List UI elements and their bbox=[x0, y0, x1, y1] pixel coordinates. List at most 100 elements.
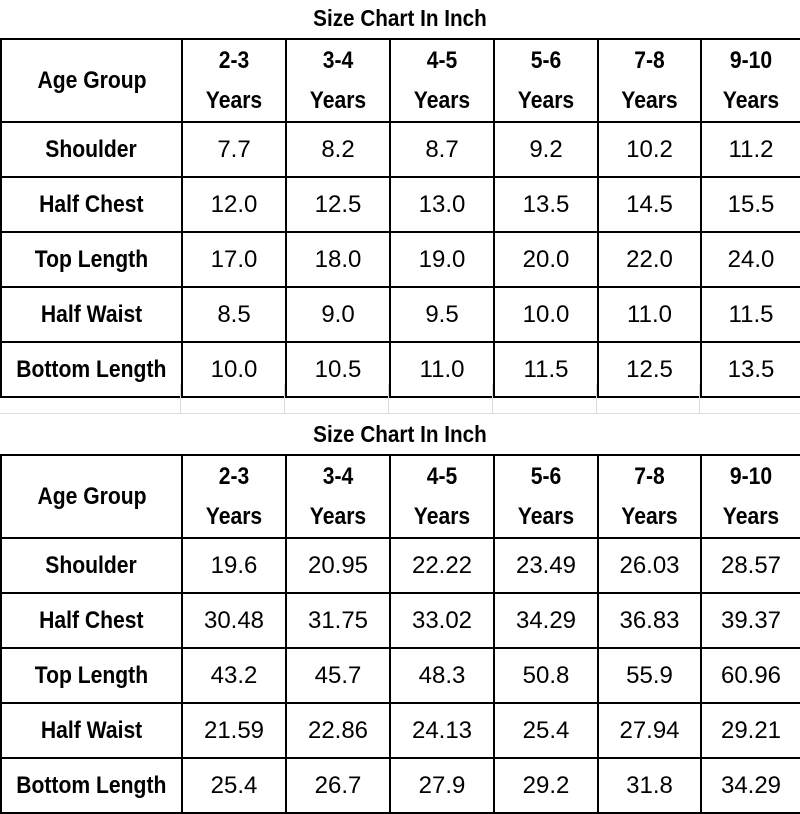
value-cell: 34.29 bbox=[700, 757, 800, 814]
value-cell: 19.6 bbox=[181, 537, 287, 594]
value-cell: 26.7 bbox=[285, 757, 391, 814]
row-label: Shoulder bbox=[0, 537, 183, 594]
value-cell: 27.9 bbox=[389, 757, 495, 814]
value-cell: 12.5 bbox=[285, 176, 391, 233]
table-row: Bottom Length 25.4 26.7 27.9 29.2 31.8 3… bbox=[0, 757, 800, 814]
age-column-header: 7-8 Years bbox=[597, 38, 702, 123]
value-cell: 36.83 bbox=[597, 592, 702, 649]
value-cell: 22.0 bbox=[597, 231, 702, 288]
spacer-gridlines bbox=[0, 384, 800, 414]
age-column-header: 4-5 Years bbox=[389, 454, 495, 539]
value-cell: 11.2 bbox=[700, 121, 800, 178]
value-cell: 33.02 bbox=[389, 592, 495, 649]
value-cell: 14.5 bbox=[597, 176, 702, 233]
row-header-cell: Age Group bbox=[0, 454, 183, 539]
value-cell: 22.86 bbox=[285, 702, 391, 759]
row-label: Top Length bbox=[0, 231, 183, 288]
size-table-2: Age Group 2-3 Years 3-4 Years 4-5 Years 5-6… bbox=[0, 454, 800, 814]
value-cell: 60.96 bbox=[700, 647, 800, 704]
value-cell: 10.0 bbox=[181, 341, 287, 398]
table-row: Half Chest 30.48 31.75 33.02 34.29 36.83… bbox=[0, 592, 800, 649]
age-column-header: 4-5 Years bbox=[389, 38, 495, 123]
value-cell: 8.2 bbox=[285, 121, 391, 178]
table-row: Bottom Length 10.0 10.5 11.0 11.5 12.5 1… bbox=[0, 341, 800, 398]
value-cell: 29.2 bbox=[493, 757, 599, 814]
row-label: Half Chest bbox=[0, 592, 183, 649]
value-cell: 48.3 bbox=[389, 647, 495, 704]
value-cell: 9.2 bbox=[493, 121, 599, 178]
value-cell: 24.0 bbox=[700, 231, 800, 288]
value-cell: 15.5 bbox=[700, 176, 800, 233]
table-row: Top Length 17.0 18.0 19.0 20.0 22.0 24.0 bbox=[0, 231, 800, 288]
age-column-header: 9-10 Years bbox=[700, 38, 800, 123]
table-header-row: Age Group 2-3 Years 3-4 Years 4-5 Years 5-6… bbox=[0, 38, 800, 123]
value-cell: 30.48 bbox=[181, 592, 287, 649]
value-cell: 11.0 bbox=[597, 286, 702, 343]
age-column-header: 3-4 Years bbox=[285, 38, 391, 123]
value-cell: 11.5 bbox=[493, 341, 599, 398]
value-cell: 34.29 bbox=[493, 592, 599, 649]
value-cell: 23.49 bbox=[493, 537, 599, 594]
table-row: Top Length 43.2 45.7 48.3 50.8 55.9 60.9… bbox=[0, 647, 800, 704]
value-cell: 11.0 bbox=[389, 341, 495, 398]
value-cell: 29.21 bbox=[700, 702, 800, 759]
value-cell: 26.03 bbox=[597, 537, 702, 594]
table-row: Shoulder 7.7 8.2 8.7 9.2 10.2 11.2 bbox=[0, 121, 800, 178]
value-cell: 24.13 bbox=[389, 702, 495, 759]
row-label: Bottom Length bbox=[0, 341, 183, 398]
value-cell: 18.0 bbox=[285, 231, 391, 288]
value-cell: 22.22 bbox=[389, 537, 495, 594]
value-cell: 10.5 bbox=[285, 341, 391, 398]
size-table-1: Age Group 2-3 Years 3-4 Years 4-5 Years 5-6… bbox=[0, 38, 800, 398]
value-cell: 39.37 bbox=[700, 592, 800, 649]
table-2-title: Size Chart In Inch bbox=[313, 421, 487, 447]
row-label: Half Waist bbox=[0, 286, 183, 343]
value-cell: 55.9 bbox=[597, 647, 702, 704]
value-cell: 11.5 bbox=[700, 286, 800, 343]
value-cell: 27.94 bbox=[597, 702, 702, 759]
row-label: Half Waist bbox=[0, 702, 183, 759]
value-cell: 50.8 bbox=[493, 647, 599, 704]
value-cell: 19.0 bbox=[389, 231, 495, 288]
age-column-header: 5-6 Years bbox=[493, 38, 599, 123]
value-cell: 20.95 bbox=[285, 537, 391, 594]
age-column-header: 2-3 Years bbox=[181, 38, 287, 123]
value-cell: 8.7 bbox=[389, 121, 495, 178]
value-cell: 31.8 bbox=[597, 757, 702, 814]
value-cell: 13.5 bbox=[493, 176, 599, 233]
value-cell: 31.75 bbox=[285, 592, 391, 649]
row-label: Half Chest bbox=[0, 176, 183, 233]
value-cell: 25.4 bbox=[493, 702, 599, 759]
value-cell: 25.4 bbox=[181, 757, 287, 814]
value-cell: 13.5 bbox=[700, 341, 800, 398]
table-row: Half Waist 8.5 9.0 9.5 10.0 11.0 11.5 bbox=[0, 286, 800, 343]
age-column-header: 2-3 Years bbox=[181, 454, 287, 539]
value-cell: 12.0 bbox=[181, 176, 287, 233]
table-row: Half Waist 21.59 22.86 24.13 25.4 27.94 … bbox=[0, 702, 800, 759]
row-label: Shoulder bbox=[0, 121, 183, 178]
value-cell: 43.2 bbox=[181, 647, 287, 704]
row-header-cell: Age Group bbox=[0, 38, 183, 123]
value-cell: 17.0 bbox=[181, 231, 287, 288]
value-cell: 45.7 bbox=[285, 647, 391, 704]
value-cell: 9.0 bbox=[285, 286, 391, 343]
value-cell: 10.2 bbox=[597, 121, 702, 178]
value-cell: 12.5 bbox=[597, 341, 702, 398]
value-cell: 9.5 bbox=[389, 286, 495, 343]
table-row: Half Chest 12.0 12.5 13.0 13.5 14.5 15.5 bbox=[0, 176, 800, 233]
age-column-header: 5-6 Years bbox=[493, 454, 599, 539]
value-cell: 8.5 bbox=[181, 286, 287, 343]
value-cell: 10.0 bbox=[493, 286, 599, 343]
table-1-title: Size Chart In Inch bbox=[313, 5, 487, 31]
value-cell: 13.0 bbox=[389, 176, 495, 233]
age-column-header: 7-8 Years bbox=[597, 454, 702, 539]
row-label: Top Length bbox=[0, 647, 183, 704]
table-row: Shoulder 19.6 20.95 22.22 23.49 26.03 28… bbox=[0, 537, 800, 594]
value-cell: 20.0 bbox=[493, 231, 599, 288]
table-header-row: Age Group 2-3 Years 3-4 Years 4-5 Years 5-6… bbox=[0, 454, 800, 539]
value-cell: 21.59 bbox=[181, 702, 287, 759]
value-cell: 28.57 bbox=[700, 537, 800, 594]
age-column-header: 3-4 Years bbox=[285, 454, 391, 539]
value-cell: 7.7 bbox=[181, 121, 287, 178]
